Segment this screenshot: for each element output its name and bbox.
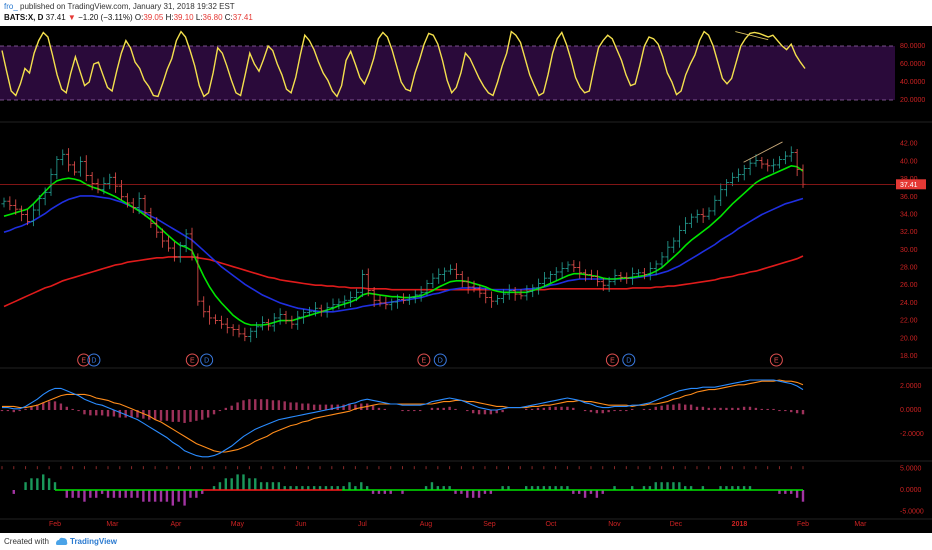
footer: Created with TradingView	[0, 533, 932, 550]
price-tick-label: 34.00	[900, 211, 918, 218]
rsi-tick-label: 40.0000	[900, 79, 925, 86]
close-label: C:	[224, 13, 233, 22]
symbol: BATS:X, D	[4, 13, 44, 22]
earnings-marker-label: E	[81, 358, 86, 365]
price-trendline	[743, 141, 783, 163]
histo-tick-label: -5.0000	[900, 509, 924, 516]
dividend-marker-label: D	[438, 358, 443, 365]
macd-signal-line	[2, 379, 804, 453]
earnings-marker-label: E	[422, 358, 427, 365]
earnings-marker	[185, 353, 199, 367]
macd-tick-label: -2.0000	[900, 431, 924, 438]
time-axis-label: Aug	[420, 521, 433, 528]
rsi-tick-label: 80.0000	[900, 43, 925, 50]
rsi-line	[1, 30, 806, 98]
high-value: 39.10	[173, 13, 194, 22]
last-price: 37.41	[45, 13, 66, 22]
price-tick-label: 26.00	[900, 282, 918, 289]
earnings-marker	[77, 353, 91, 367]
dividend-marker	[87, 353, 101, 367]
dividend-marker-label: D	[91, 358, 96, 365]
time-axis-label: Mar	[106, 521, 119, 528]
rsi-band	[0, 46, 895, 100]
time-axis-label: Oct	[545, 521, 556, 528]
publish-line: fro_ published on TradingView.com, Janua…	[4, 1, 235, 12]
price-tick-label: 32.00	[900, 229, 918, 236]
publish-text: published on TradingView.com, January 31…	[20, 2, 235, 11]
chart-area[interactable]: 80.000060.000040.000020.000042.0040.0038…	[0, 26, 932, 533]
dividend-marker-label: D	[626, 358, 631, 365]
rsi-tick-label: 60.0000	[900, 61, 925, 68]
chart-header: fro_ published on TradingView.com, Janua…	[0, 0, 932, 26]
created-with-text: Created with	[4, 537, 49, 546]
rsi-trendline	[735, 31, 769, 41]
earnings-marker	[769, 353, 783, 367]
tradingview-logo-icon	[56, 537, 68, 545]
time-axis-label: Nov	[608, 521, 621, 528]
time-axis-label: Feb	[797, 521, 809, 528]
dividend-marker	[433, 353, 447, 367]
time-axis-label: 2018	[732, 521, 748, 528]
time-axis-label: Jun	[295, 521, 306, 528]
down-arrow-icon: ▼	[67, 13, 76, 22]
ohlc-line: BATS:X, D 37.41 ▼ −1.20 (−3.11%) O:39.05…	[4, 12, 253, 23]
dividend-marker-label: D	[204, 358, 209, 365]
time-axis-label: Apr	[170, 521, 182, 528]
earnings-marker	[605, 353, 619, 367]
high-label: H:	[165, 13, 174, 22]
time-axis-label: Jul	[358, 521, 367, 528]
earnings-marker-label: E	[610, 358, 615, 365]
close-value: 37.41	[232, 13, 253, 22]
time-axis-label: May	[231, 521, 245, 528]
time-axis-label: Feb	[49, 521, 61, 528]
open-label: O:	[134, 13, 144, 22]
earnings-marker-label: E	[774, 358, 779, 365]
price-tick-label: 18.00	[900, 353, 918, 360]
low-value: 36.80	[202, 13, 223, 22]
macd-tick-label: 0.0000	[900, 407, 922, 414]
price-tick-label: 42.00	[900, 141, 918, 148]
time-axis-label: Dec	[670, 521, 683, 528]
price-tick-label: 36.00	[900, 194, 918, 201]
price-tick-label: 22.00	[900, 318, 918, 325]
earnings-marker-label: E	[190, 358, 195, 365]
ma-slow-line	[3, 255, 804, 308]
time-axis-label: Sep	[483, 521, 496, 528]
macd-line	[2, 379, 804, 458]
price-tick-label: 28.00	[900, 265, 918, 272]
rsi-tick-label: 20.0000	[900, 97, 925, 104]
earnings-marker	[417, 353, 431, 367]
price-change: −1.20 (−3.11%)	[78, 13, 133, 22]
histo-tick-label: 0.0000	[900, 487, 922, 494]
chart-canvas[interactable]: 80.000060.000040.000020.000042.0040.0038…	[0, 26, 932, 533]
open-value: 39.05	[143, 13, 164, 22]
price-tick-label: 20.00	[900, 335, 918, 342]
macd-tick-label: 2.0000	[900, 383, 922, 390]
histo-tick-label: 5.0000	[900, 465, 922, 472]
last-price-label: 37.41	[900, 182, 918, 189]
tradingview-brand[interactable]: TradingView	[70, 537, 117, 546]
time-axis-label: Mar	[854, 521, 867, 528]
price-tick-label: 30.00	[900, 247, 918, 254]
author-link[interactable]: fro_	[4, 2, 18, 11]
price-tick-label: 24.00	[900, 300, 918, 307]
last-price-tag	[896, 179, 926, 190]
low-label: L:	[195, 13, 203, 22]
price-tick-label: 40.00	[900, 158, 918, 165]
dividend-marker	[622, 353, 636, 367]
dividend-marker	[200, 353, 214, 367]
